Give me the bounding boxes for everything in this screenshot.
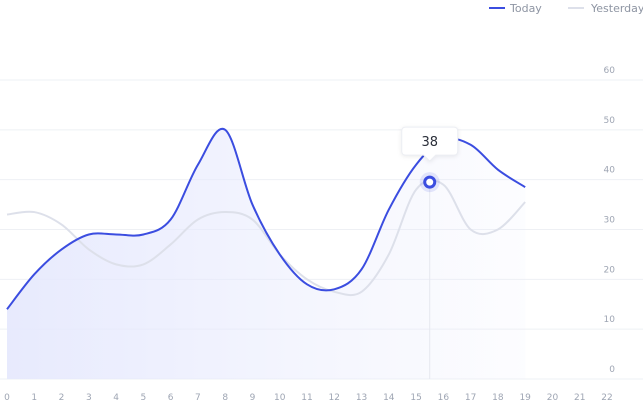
y-tick-label: 30	[604, 216, 616, 226]
x-tick-label: 21	[574, 393, 585, 403]
series-line-yesterday	[6, 179, 526, 297]
tooltip: 38	[401, 126, 459, 379]
area-today	[7, 128, 526, 379]
x-tick-label: 13	[356, 393, 367, 403]
legend: Today Yesterday	[489, 2, 643, 15]
y-axis-ticks: 0 10 20 30 40 50 60	[604, 66, 616, 375]
x-tick-label: 0	[4, 393, 10, 403]
x-tick-label: 4	[113, 393, 119, 403]
x-tick-label: 8	[222, 393, 228, 403]
x-tick-label: 16	[438, 393, 450, 403]
x-tick-label: 22	[601, 393, 612, 403]
x-tick-label: 9	[250, 393, 256, 403]
x-tick-label: 15	[410, 393, 421, 403]
x-tick-label: 20	[547, 393, 559, 403]
x-tick-label: 12	[329, 393, 340, 403]
y-tick-label: 0	[609, 365, 615, 375]
tooltip-point	[423, 175, 437, 189]
y-tick-label: 40	[604, 166, 616, 176]
x-tick-label: 3	[86, 393, 92, 403]
y-tick-label: 10	[604, 315, 616, 325]
x-tick-label: 17	[465, 393, 476, 403]
x-tick-label: 5	[140, 393, 146, 403]
x-axis-ticks: 0 1 2 3 4 5 6 7 8 9 10 11 12 13 14 15 16 17 18 19 20 21 22	[4, 393, 613, 403]
x-tick-label: 1	[31, 393, 37, 403]
y-tick-label: 50	[604, 116, 616, 126]
x-tick-label: 19	[519, 393, 531, 403]
tooltip-value: 38	[421, 135, 438, 150]
x-tick-label: 10	[274, 393, 286, 403]
area-fill	[7, 128, 526, 379]
x-tick-label: 2	[59, 393, 65, 403]
tooltip-box	[401, 126, 459, 162]
x-tick-label: 11	[301, 393, 312, 403]
legend-label-yesterday: Yesterday	[590, 2, 643, 15]
y-tick-label: 60	[604, 66, 616, 76]
legend-label-today: Today	[509, 2, 542, 15]
x-tick-label: 18	[492, 393, 504, 403]
y-tick-label: 20	[604, 265, 616, 275]
x-tick-label: 6	[168, 393, 174, 403]
x-tick-label: 14	[383, 393, 395, 403]
x-tick-label: 7	[195, 393, 201, 403]
